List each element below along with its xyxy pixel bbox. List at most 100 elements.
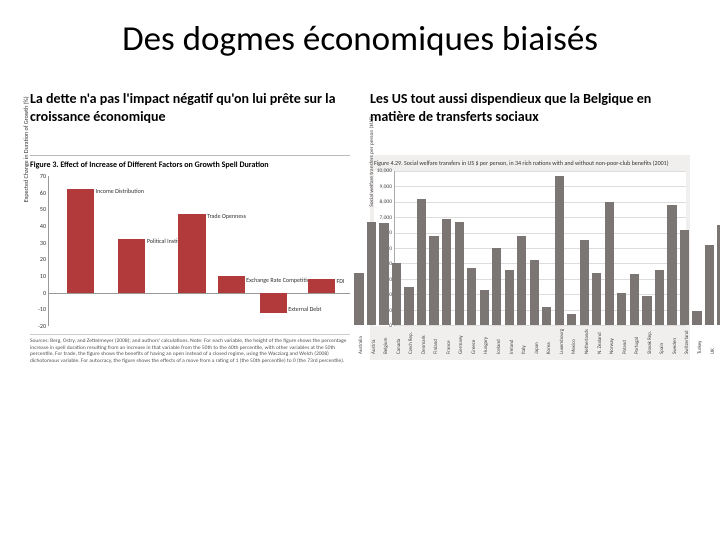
left-bar-label: FDI [336, 277, 344, 285]
right-bar [480, 290, 489, 325]
right-x-label: Greece [471, 340, 477, 354]
right-bar [417, 199, 426, 325]
right-bar [630, 274, 639, 325]
slide: Des dogmes économiques biaisés La dette … [0, 0, 720, 540]
right-bar [530, 260, 539, 325]
right-x-label: Japan [534, 342, 540, 354]
right-plot-area [394, 171, 686, 326]
left-figure-title: Figure 3. Effect of Increase of Differen… [30, 160, 350, 170]
left-bar-chart: Expected Change in Duration of Growth (%… [30, 176, 350, 326]
page-title: Des dogmes économiques biaisés [30, 18, 690, 60]
right-x-label: Netherlands [584, 329, 590, 354]
left-y-tick: 30 [40, 239, 46, 247]
right-x-label: Slovak Rep. [647, 331, 653, 354]
right-bar [492, 248, 501, 325]
right-bar [617, 293, 626, 325]
right-bar [379, 223, 388, 325]
right-x-label: Denmark [421, 335, 427, 354]
right-bar [505, 270, 514, 325]
right-gridline [395, 217, 686, 218]
right-y-tick: 9,000 [379, 184, 392, 190]
right-gridline [395, 186, 686, 187]
left-y-axis-label: Expected Change in Duration of Growth (%… [22, 96, 30, 202]
right-bar [555, 176, 564, 325]
left-plot-area: Income DistributionPolitical Institution… [48, 176, 350, 326]
right-x-label: Italy [521, 345, 527, 354]
left-y-tick: 70 [40, 172, 46, 180]
left-bar [118, 239, 145, 292]
left-y-tick: 10 [40, 272, 46, 280]
right-bar [542, 307, 551, 325]
left-subtitle: La dette n'a pas l'impact négatif qu'on … [30, 90, 350, 125]
right-x-label: Hungary [483, 337, 489, 354]
right-gridline [395, 233, 686, 234]
right-bar [367, 222, 376, 325]
left-bar [178, 214, 205, 292]
left-bar-label: Income Distribution [96, 187, 144, 195]
left-y-tick: -20 [38, 322, 46, 330]
right-x-label: Portugal [634, 337, 640, 354]
left-baseline [49, 293, 350, 294]
right-x-label: Austria [371, 340, 377, 354]
right-bar [404, 287, 413, 326]
left-source-note: Sources: Berg, Ostry, and Zettelmeyer (2… [30, 334, 350, 364]
right-bar [655, 270, 664, 325]
right-subtitle: Les US tout aussi dispendieux que la Bel… [370, 90, 690, 125]
right-bar [354, 273, 363, 325]
right-gridline [395, 171, 686, 172]
right-y-tick: 10,000 [377, 168, 392, 174]
right-x-label: N. Zealand [597, 332, 603, 354]
right-bar [592, 273, 601, 325]
two-column-layout: La dette n'a pas l'impact négatif qu'on … [30, 90, 690, 364]
right-x-label: Germany [458, 335, 464, 354]
right-x-label: Ireland [509, 340, 515, 354]
right-bar [392, 263, 401, 325]
right-x-label: Luxembourg [559, 329, 565, 354]
right-bar [642, 296, 651, 325]
right-column: Les US tout aussi dispendieux que la Bel… [370, 90, 690, 364]
left-bar [260, 293, 287, 313]
right-bar-chart: Social welfare transfers per person ($US… [374, 171, 686, 326]
right-x-label: Czech Rep. [408, 332, 414, 354]
right-x-label: Norway [609, 338, 615, 354]
left-y-tick: 20 [40, 255, 46, 263]
left-figure: Figure 3. Effect of Increase of Differen… [30, 155, 350, 364]
right-x-label: Korea [546, 342, 552, 354]
right-x-label: Finland [433, 339, 439, 354]
right-bar [567, 314, 576, 325]
right-y-tick: 8,000 [379, 199, 392, 205]
right-figure-title: Figure 4.29. Social welfare transfers in… [374, 159, 686, 167]
right-x-label: Spain [659, 343, 665, 354]
right-bar [467, 268, 476, 325]
left-y-tick: 40 [40, 222, 46, 230]
left-y-tick: 0 [43, 289, 46, 297]
right-x-label: France [446, 340, 452, 354]
right-y-tick: 7,000 [379, 215, 392, 221]
right-x-label: Switzerland [684, 330, 690, 354]
left-bar [218, 276, 245, 293]
right-gridline [395, 202, 686, 203]
right-x-label: Belgium [383, 338, 389, 354]
right-bar [667, 205, 676, 325]
left-y-tick: -10 [38, 305, 46, 313]
right-x-label: Iceland [496, 339, 502, 354]
left-column: La dette n'a pas l'impact négatif qu'on … [30, 90, 350, 364]
right-bar [517, 236, 526, 325]
right-x-label: Poland [622, 340, 628, 354]
right-bar [692, 311, 701, 325]
right-bar [429, 236, 438, 325]
left-bar-label: External Debt [288, 305, 321, 313]
left-bar [308, 279, 335, 292]
left-bar [67, 189, 94, 292]
right-x-label: Turkey [697, 341, 703, 354]
left-y-tick: 60 [40, 189, 46, 197]
right-bar [705, 245, 714, 325]
right-bar [442, 219, 451, 325]
left-bar-label: Trade Openness [207, 212, 246, 220]
left-y-ticks: -20-10010203040506070 [36, 176, 48, 326]
right-bar [455, 222, 464, 325]
right-bar [580, 240, 589, 325]
right-x-label: Sweden [672, 338, 678, 354]
right-figure: Figure 4.29. Social welfare transfers in… [370, 155, 690, 360]
right-x-labels: AustraliaAustriaBelgiumCanadaCzech Rep.D… [394, 326, 686, 356]
